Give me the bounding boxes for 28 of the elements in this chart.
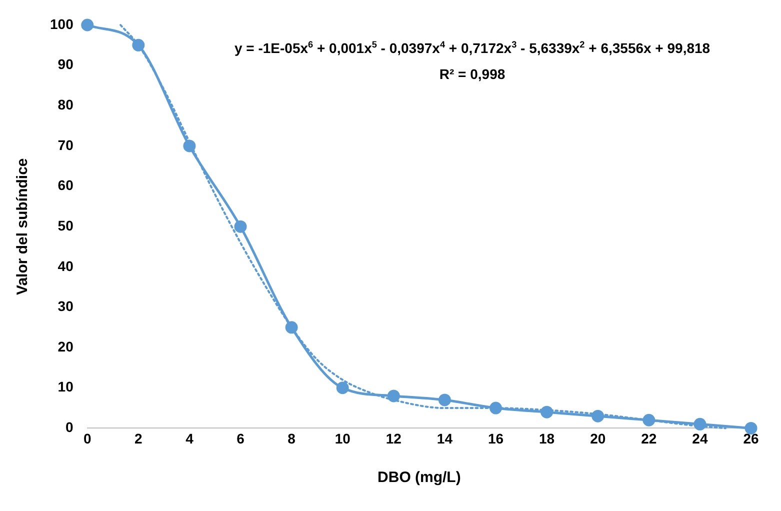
y-tick-label: 10 [58,378,74,395]
y-tick-label: 90 [58,56,74,72]
x-tick-label: 2 [134,430,143,446]
y-tick-label: 30 [58,298,74,314]
x-axis-title: DBO (mg/L) [378,469,461,486]
x-tick-label: 24 [692,430,708,446]
x-tick-label: 6 [236,430,245,446]
y-tick-label: 0 [66,419,74,436]
x-tick-label: 16 [488,430,504,446]
y-tick-label: 20 [58,338,74,354]
x-tick-label: 14 [436,430,453,446]
y-tick-label: 100 [50,16,74,32]
x-tick-label: 12 [386,430,402,446]
annotation: R² = 0,998 [439,66,506,82]
y-axis-title: Valor del subíndice [14,158,32,295]
x-tick-label: 4 [186,430,194,446]
x-tick-label: 10 [334,430,351,446]
y-tick-label: 70 [58,136,74,153]
y-tick-label: 40 [58,258,74,274]
x-tick-label: 8 [288,430,296,446]
x-tick-label: 18 [539,430,555,446]
y-tick-label: 80 [58,96,74,112]
x-tick-label: 20 [590,430,606,446]
y-tick-label: 60 [58,177,74,194]
x-tick-label: 22 [641,430,657,446]
x-tick-label: 26 [743,430,759,446]
y-tick-label: 50 [58,217,74,234]
x-tick-label: 0 [83,430,92,446]
